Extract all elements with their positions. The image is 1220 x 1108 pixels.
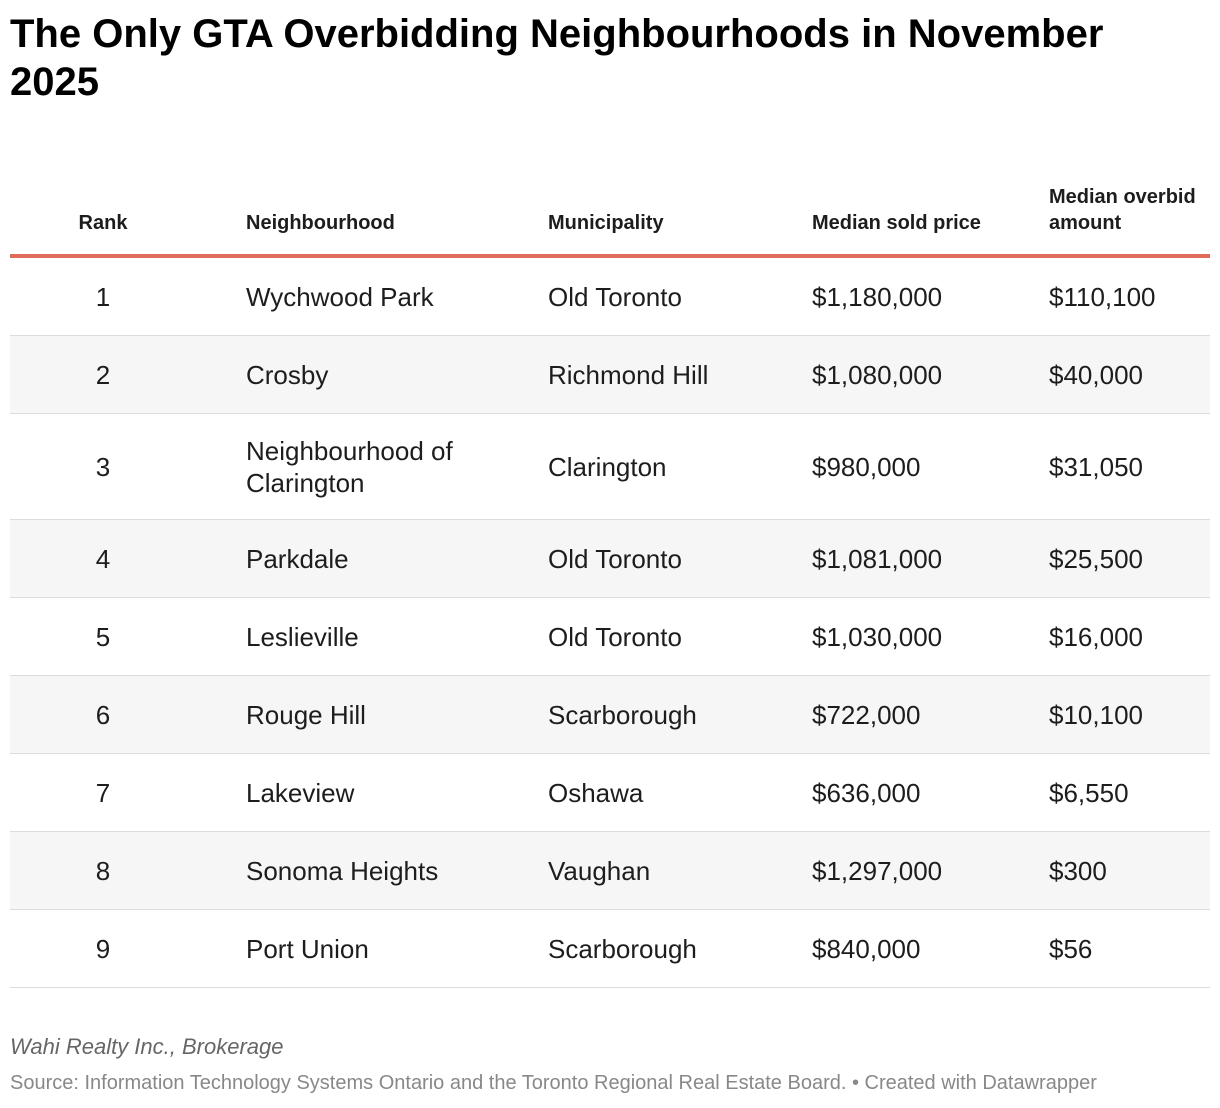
table-cell: $10,100	[1039, 675, 1210, 754]
table-cell: $636,000	[802, 753, 1039, 832]
data-table: Rank Neighbourhood Municipality Median sold…	[10, 160, 1210, 988]
table-cell: Wychwood Park	[196, 256, 538, 336]
table-cell: Sonoma Heights	[196, 831, 538, 910]
table-cell: 2	[10, 335, 196, 414]
table-cell: $110,100	[1039, 256, 1210, 336]
table-cell: $25,500	[1039, 519, 1210, 598]
table-cell: $1,297,000	[802, 831, 1039, 910]
table-cell: $1,030,000	[802, 597, 1039, 676]
table-row: 4 Parkdale Old Toronto $1,081,000 $25,500	[10, 519, 1210, 598]
table-cell: 9	[10, 909, 196, 988]
table-cell: $1,180,000	[802, 256, 1039, 336]
column-header: Municipality	[538, 160, 802, 258]
table-cell: 5	[10, 597, 196, 676]
table-cell: $16,000	[1039, 597, 1210, 676]
table-cell: Leslieville	[196, 597, 538, 676]
table-row: 1 Wychwood Park Old Toronto $1,180,000 $110,…	[10, 256, 1210, 336]
table-cell: $980,000	[802, 413, 1039, 520]
table-row: 6 Rouge Hill Scarborough $722,000 $10,100	[10, 675, 1210, 754]
table-cell: $1,081,000	[802, 519, 1039, 598]
column-header: Median sold price	[802, 160, 1039, 258]
column-header: Rank	[10, 160, 196, 258]
table-cell: 7	[10, 753, 196, 832]
table-row: 9 Port Union Scarborough $840,000 $56	[10, 909, 1210, 988]
table-cell: Lakeview	[196, 753, 538, 832]
table-row: 3 Neighbourhood of Clarington Clarington $9…	[10, 413, 1210, 520]
table-cell: $840,000	[802, 909, 1039, 988]
header-row: Rank Neighbourhood Municipality Median sold…	[10, 160, 1210, 258]
table-cell: Scarborough	[538, 909, 802, 988]
source-note: Source: Information Technology Systems O…	[10, 1072, 1097, 1094]
table-cell: Vaughan	[538, 831, 802, 910]
table-cell: $300	[1039, 831, 1210, 910]
column-header: Median overbid amount	[1039, 160, 1210, 258]
table-cell: $722,000	[802, 675, 1039, 754]
table-cell: $31,050	[1039, 413, 1210, 520]
table-cell: 6	[10, 675, 196, 754]
table-cell: 8	[10, 831, 196, 910]
table-cell: $40,000	[1039, 335, 1210, 414]
table-row: 7 Lakeview Oshawa $636,000 $6,550	[10, 753, 1210, 832]
table-cell: $56	[1039, 909, 1210, 988]
table-cell: Rouge Hill	[196, 675, 538, 754]
table-cell: Clarington	[538, 413, 802, 520]
table-cell: 3	[10, 413, 196, 520]
table-cell: $1,080,000	[802, 335, 1039, 414]
column-header: Neighbourhood	[196, 160, 538, 258]
table-row: 8 Sonoma Heights Vaughan $1,297,000 $300	[10, 831, 1210, 910]
table-cell: 1	[10, 256, 196, 336]
table-cell: Scarborough	[538, 675, 802, 754]
table-body: 1 Wychwood Park Old Toronto $1,180,000 $110,…	[10, 256, 1210, 988]
table-cell: Old Toronto	[538, 256, 802, 336]
table-cell: Crosby	[196, 335, 538, 414]
byline: Wahi Realty Inc., Brokerage	[10, 1034, 284, 1059]
table-cell: Richmond Hill	[538, 335, 802, 414]
table-cell: Port Union	[196, 909, 538, 988]
table-cell: Old Toronto	[538, 597, 802, 676]
table-cell: 4	[10, 519, 196, 598]
table-row: 5 Leslieville Old Toronto $1,030,000 $16,000	[10, 597, 1210, 676]
table-cell: $6,550	[1039, 753, 1210, 832]
table-cell: Old Toronto	[538, 519, 802, 598]
table-cell: Neighbourhood of Clarington	[196, 413, 538, 520]
table-row: 2 Crosby Richmond Hill $1,080,000 $40,000	[10, 335, 1210, 414]
table-cell: Parkdale	[196, 519, 538, 598]
table-cell: Oshawa	[538, 753, 802, 832]
title: The Only GTA Overbidding Neighbourhoods …	[10, 12, 1104, 104]
